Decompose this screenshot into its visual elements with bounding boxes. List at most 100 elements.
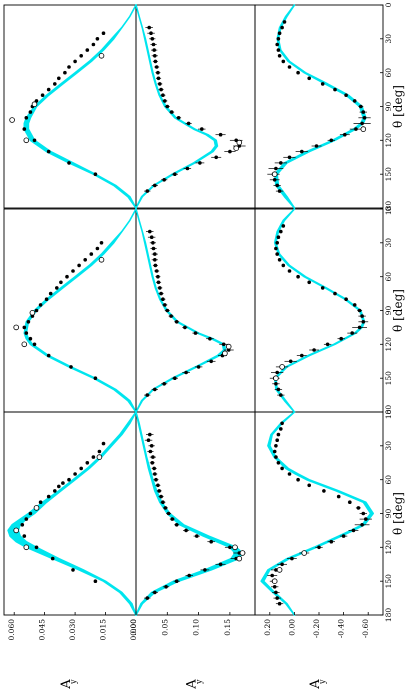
data-point-filled	[187, 573, 191, 578]
data-point-filled	[200, 127, 204, 131]
data-point-filled	[341, 534, 346, 538]
data-point-filled	[50, 556, 55, 561]
data-point-filled	[329, 539, 334, 544]
data-point-filled	[73, 472, 77, 476]
data-point-filled	[71, 269, 75, 273]
data-point-filled	[218, 132, 223, 137]
theory-band-r1c2	[23, 208, 137, 413]
data-point-filled	[22, 127, 27, 131]
data-point-filled	[307, 483, 312, 488]
data-point-filled	[148, 432, 152, 437]
data-point-filled	[53, 489, 57, 493]
data-point-filled	[46, 494, 51, 499]
data-point-open	[23, 137, 30, 144]
data-point-filled	[151, 241, 155, 245]
value-tick-label: 0.030	[68, 619, 77, 641]
data-point-filled	[351, 528, 356, 533]
ay-axis-label: Ay	[308, 679, 327, 690]
ay-axis-label-A: A	[185, 679, 200, 690]
panel-frame-r2c1	[135, 411, 256, 616]
data-point-open	[13, 527, 20, 534]
data-point-filled	[296, 274, 300, 279]
data-point-filled	[22, 534, 27, 538]
data-point-filled	[307, 280, 312, 285]
data-point-filled	[325, 342, 330, 347]
data-point-filled	[91, 455, 96, 459]
data-point-filled	[352, 99, 357, 103]
data-point-filled	[157, 489, 161, 493]
data-point-filled	[277, 54, 282, 58]
ay-axis-label-A: A	[308, 679, 323, 690]
data-point-filled	[274, 568, 278, 572]
data-point-filled	[149, 444, 154, 448]
data-point-filled	[276, 461, 281, 465]
data-point-filled	[173, 172, 177, 176]
data-point-filled	[307, 76, 312, 81]
data-point-filled	[46, 353, 51, 358]
data-point-filled	[40, 93, 45, 97]
data-point-filled	[149, 235, 154, 239]
data-point-filled	[352, 303, 357, 307]
data-point-open	[236, 555, 243, 562]
theory-band-r2c1	[135, 411, 244, 616]
data-point-filled	[281, 59, 286, 64]
data-point-filled	[279, 161, 283, 165]
data-point-filled	[296, 477, 300, 482]
theta-tick-label: 180	[384, 405, 393, 420]
data-point-filled	[280, 466, 284, 471]
data-point-filled	[149, 31, 153, 35]
data-point-filled	[356, 506, 361, 510]
value-tick-label: -0.20	[312, 619, 321, 638]
plot-content	[7, 4, 374, 616]
data-point-filled	[336, 494, 341, 499]
theta-tick-label: 120	[384, 133, 393, 148]
data-point-filled	[221, 342, 226, 347]
data-point-filled	[208, 336, 212, 341]
data-point-filled	[354, 127, 358, 131]
data-point-filled	[93, 376, 98, 381]
data-point-filled	[32, 138, 37, 143]
data-point-filled	[276, 48, 281, 52]
data-point-filled	[280, 562, 284, 567]
data-point-filled	[282, 20, 287, 24]
data-point-filled	[186, 121, 191, 126]
panel-frames	[3, 4, 384, 616]
data-point-filled	[359, 104, 363, 109]
theta-tick-label: 120	[384, 540, 393, 555]
data-point-filled	[24, 116, 29, 120]
ay-axis-label-subscript: y	[318, 679, 327, 685]
data-point-filled	[288, 359, 293, 364]
data-point-filled	[152, 466, 156, 471]
data-point-open	[21, 341, 28, 348]
data-point-filled	[153, 59, 158, 64]
data-point-filled	[159, 494, 163, 499]
data-point-filled	[161, 500, 165, 505]
data-point-filled	[61, 481, 65, 485]
data-point-filled	[314, 144, 319, 148]
theta-tick-label: 90	[384, 509, 393, 519]
data-point-filled	[46, 87, 51, 92]
data-point-filled	[161, 297, 165, 302]
data-point-open	[271, 171, 278, 178]
data-point-filled	[151, 455, 155, 459]
data-point-filled	[281, 224, 286, 228]
data-point-open	[276, 567, 283, 573]
data-point-filled	[169, 110, 174, 114]
data-point-filled	[79, 54, 83, 58]
data-point-filled	[162, 178, 166, 182]
data-point-filled	[361, 320, 366, 324]
data-point-filled	[69, 365, 73, 369]
data-point-filled	[166, 511, 171, 516]
data-point-filled	[274, 444, 278, 448]
data-point-filled	[275, 241, 280, 245]
data-point-filled	[153, 252, 157, 256]
data-point-filled	[28, 511, 33, 516]
data-point-filled	[274, 246, 278, 251]
data-point-filled	[85, 461, 90, 465]
data-point-filled	[275, 596, 280, 600]
data-point-filled	[53, 82, 57, 86]
data-point-open	[360, 126, 367, 132]
theta-tick-label: 150	[384, 574, 393, 589]
value-tick-label: 0.10	[192, 619, 201, 636]
data-point-filled	[272, 178, 277, 182]
